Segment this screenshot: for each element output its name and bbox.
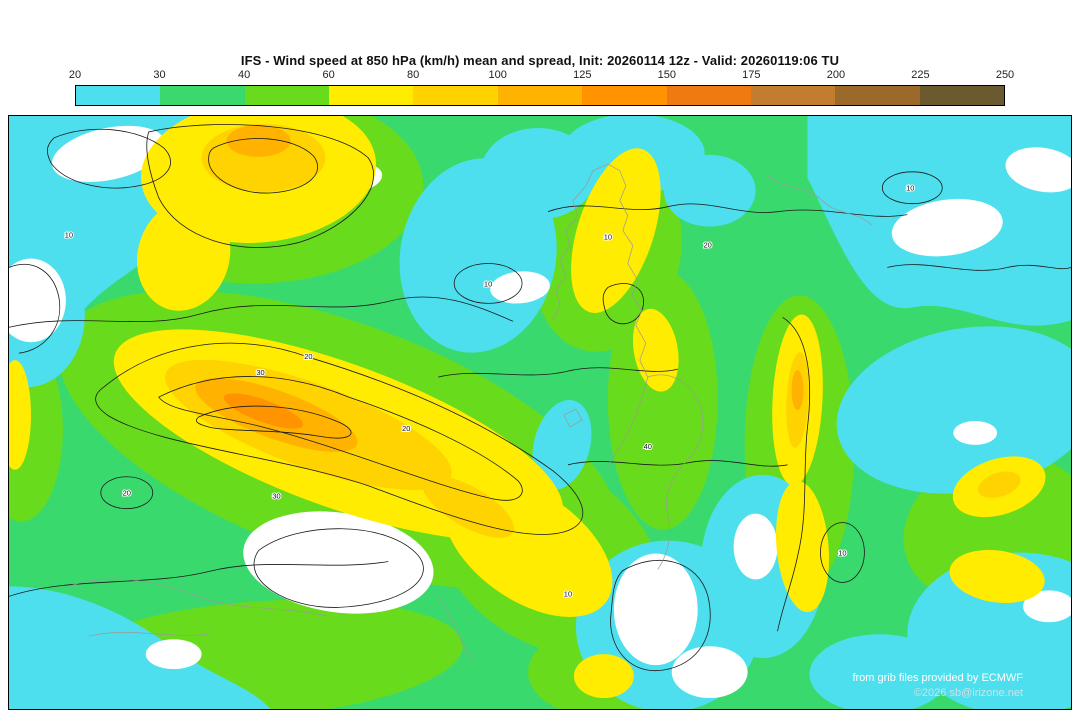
colorbar-tick-label: 40 <box>237 69 251 81</box>
colorbar-tick-label: 225 <box>911 69 930 81</box>
page-title: IFS - Wind speed at 850 hPa (km/h) mean … <box>240 53 840 68</box>
colorbar-segment <box>666 86 751 105</box>
colorbar-segment <box>244 86 330 105</box>
contour-label: 10 <box>65 231 73 240</box>
colorbar-tick-label: 100 <box>488 69 507 81</box>
map-frame: 10 10 10 10 10 10 20 20 20 20 30 30 40 from grib fil… <box>8 115 1072 710</box>
contour-label: 10 <box>564 589 572 598</box>
colorbar-tick-label: 175 <box>742 69 761 81</box>
colorbar-bar <box>75 85 1005 106</box>
contour-label: 40 <box>644 442 652 451</box>
colorbar-segment <box>413 86 498 105</box>
colorbar-segment <box>160 86 245 105</box>
colorbar-segment <box>750 86 836 105</box>
colorbar-segment <box>582 86 667 105</box>
colorbar-tick-label: 200 <box>826 69 846 81</box>
contour-label: 20 <box>402 424 410 433</box>
contour-label: 10 <box>604 233 612 242</box>
wind-speed-map: 10 10 10 10 10 10 20 20 20 20 30 30 40 <box>9 116 1071 709</box>
contour-labels: 10 10 10 10 10 10 20 20 20 20 30 30 40 <box>64 183 916 600</box>
colorbar-segment <box>835 86 920 105</box>
deep-orange-regions <box>223 393 304 429</box>
contour-label: 20 <box>304 352 312 361</box>
colorbar-tick-label: 150 <box>657 69 676 81</box>
colorbar: 20 30 40 60 80 100 125 150 175 200 225 250 <box>69 69 1014 106</box>
contour-lines <box>9 124 1071 672</box>
contour-label: 10 <box>484 279 492 288</box>
colorbar-tick-label: 20 <box>68 69 82 81</box>
colorbar-segment <box>497 86 583 105</box>
colorbar-tick-label: 30 <box>153 69 166 81</box>
colorbar-tick-label: 80 <box>407 69 420 81</box>
contour-label: 30 <box>272 492 280 501</box>
contour-label: 10 <box>838 549 846 558</box>
credit-copyright: ©2026 sb@irizone.net <box>913 687 1023 699</box>
colorbar-tick-labels: 20 30 40 60 80 100 125 150 175 200 225 250 <box>69 69 1014 83</box>
colorbar-segment <box>76 86 161 105</box>
contour-label: 20 <box>704 241 712 250</box>
colorbar-tick-label: 60 <box>322 69 335 81</box>
map-credits: from grib files provided by ECMWF ©2026 … <box>852 671 1023 701</box>
colorbar-tick-label: 250 <box>995 69 1015 81</box>
colorbar-segment <box>329 86 414 105</box>
contour-label: 30 <box>256 368 264 377</box>
colorbar-tick-label: 125 <box>573 69 592 81</box>
credit-source: from grib files provided by ECMWF <box>852 672 1023 684</box>
colorbar-segment <box>919 86 1004 105</box>
contour-label: 20 <box>123 489 131 498</box>
contour-label: 10 <box>906 184 914 193</box>
coastlines <box>68 163 873 662</box>
